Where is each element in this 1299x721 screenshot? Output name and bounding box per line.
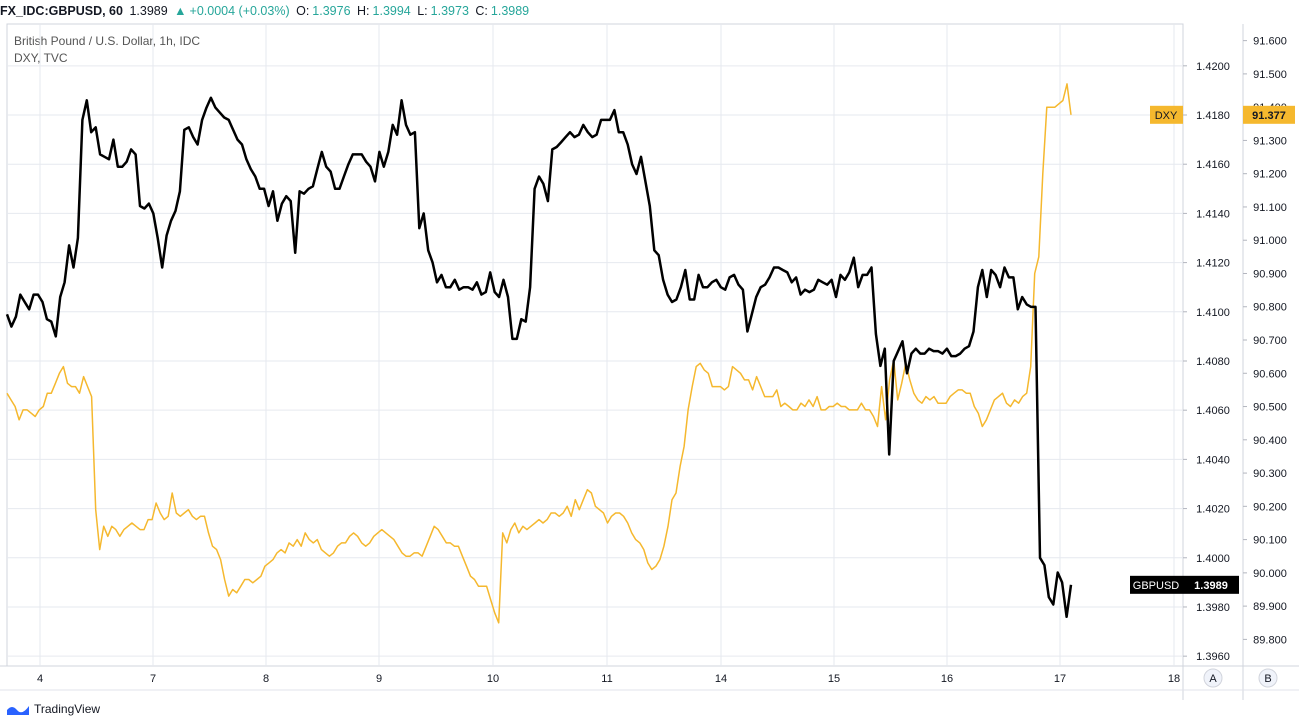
dxy-name-badge-label: DXY [1155, 110, 1178, 122]
legend-overlay-series[interactable]: DXY, TVC [14, 51, 68, 65]
right-axis-tick-label: 91.200 [1253, 169, 1287, 181]
x-tick-label: 15 [828, 673, 840, 685]
x-tick-label: 18 [1168, 673, 1180, 685]
right-axis-tick-label: 90.200 [1253, 501, 1287, 513]
x-tick-label: 4 [37, 673, 43, 685]
left-axis-tick-label: 1.4040 [1196, 454, 1230, 466]
x-tick-label: 7 [150, 673, 156, 685]
axis-buttons: A B [1203, 668, 1278, 688]
log-scale-button[interactable] [1258, 668, 1278, 688]
dxy-name-badge [1150, 105, 1183, 124]
dxy-last-price-label: 91.377 [1252, 110, 1286, 122]
plot-frame [6, 23, 1184, 667]
auto-scale-label: A [1209, 673, 1217, 685]
left-axis-tick-label: 1.4020 [1196, 504, 1230, 516]
x-tick-label: 14 [715, 673, 727, 685]
right-axis-tick-label: 91.500 [1253, 69, 1287, 81]
gbpusd-series-line [5, 96, 1073, 619]
x-tick-label: 9 [376, 673, 382, 685]
gbpusd-name-badge-label: GBPUSD [1133, 580, 1180, 592]
high-label: H: [357, 4, 370, 18]
right-axis-tick-label: 90.400 [1253, 435, 1287, 447]
x-tick-label: 17 [1054, 673, 1066, 685]
left-axis-tick-label: 1.4180 [1196, 110, 1230, 122]
left-axis-tick-label: 1.3960 [1196, 651, 1230, 663]
symbol-label[interactable]: FX_IDC:GBPUSD, 60 [0, 4, 123, 18]
left-axis-tick-label: 1.4060 [1196, 405, 1230, 417]
log-scale-label: B [1264, 673, 1271, 685]
right-axis-tick-label: 90.500 [1253, 402, 1287, 414]
x-tick-label: 10 [487, 673, 499, 685]
right-axis-tick-label: 91.100 [1253, 202, 1287, 214]
left-axis-tick-label: 1.4080 [1196, 356, 1230, 368]
left-axis-tick-label: 1.4160 [1196, 159, 1230, 171]
open-label: O: [296, 4, 310, 18]
right-axis-tick-label: 91.300 [1253, 135, 1287, 147]
left-axis-tick-label: 1.4000 [1196, 553, 1230, 565]
right-axis-tick-label: 90.700 [1253, 335, 1287, 347]
right-axis-tick-label: 90.600 [1253, 368, 1287, 380]
footer-brand[interactable]: TradingView [6, 702, 100, 716]
tradingview-logo-icon [7, 706, 29, 715]
low-value: 1.3973 [430, 4, 469, 18]
right-axis-tick-label: 89.800 [1253, 634, 1287, 646]
right-axis-tick-label: 90.800 [1253, 302, 1287, 314]
up-arrow-icon: ▲ [174, 4, 187, 18]
left-axis-tick-label: 1.3980 [1196, 602, 1230, 614]
price-change: +0.0004 (+0.03%) [189, 4, 290, 18]
chart-axes: 4 7 8 9 10 11 14 15 16 17 18 1.4200 1.4180 1.4160 1.41… [37, 36, 1287, 685]
open-value: 1.3976 [312, 4, 351, 18]
auto-scale-button[interactable] [1203, 668, 1223, 688]
right-axis-tick-label: 91.600 [1253, 36, 1287, 48]
right-axis-tick-label: 90.100 [1253, 535, 1287, 547]
chart-grid [0, 23, 1299, 700]
left-axis-tick-label: 1.4120 [1196, 258, 1230, 270]
right-axis-tick-label: 89.900 [1253, 601, 1287, 613]
footer-brand-label: TradingView [34, 702, 101, 716]
gbpusd-last-price-badge [1183, 575, 1239, 594]
gbpusd-name-badge [1130, 575, 1183, 594]
left-axis-tick-label: 1.4200 [1196, 61, 1230, 73]
dxy-last-price-badge [1243, 105, 1295, 124]
header-bar: FX_IDC:GBPUSD, 60 1.3989 ▲ +0.0004 (+0.03… [0, 0, 1299, 22]
right-axis-tick-label: 90.900 [1253, 268, 1287, 280]
low-label: L: [417, 4, 428, 18]
high-value: 1.3994 [372, 4, 411, 18]
chart-legend: British Pound / U.S. Dollar, 1h, IDC DXY… [14, 33, 200, 67]
close-value: 1.3989 [490, 4, 530, 18]
last-price: 1.3989 [129, 4, 168, 18]
series-layer [5, 83, 1073, 624]
price-badges: DXY 91.377 GBPUSD 1.3989 [1130, 105, 1295, 594]
right-axis-tick-label: 90.000 [1253, 568, 1287, 580]
x-tick-label: 11 [601, 673, 612, 685]
right-axis-tick-label: 90.300 [1253, 468, 1287, 480]
left-axis-tick-label: 1.4140 [1196, 208, 1230, 220]
x-tick-label: 16 [941, 673, 953, 685]
x-tick-label: 8 [263, 673, 269, 685]
gbpusd-last-price-label: 1.3989 [1194, 580, 1228, 592]
right-axis-tick-label: 91.000 [1253, 235, 1287, 247]
close-label: C: [475, 4, 488, 18]
left-axis-tick-label: 1.4100 [1196, 307, 1230, 319]
legend-main-series[interactable]: British Pound / U.S. Dollar, 1h, IDC [14, 34, 201, 48]
